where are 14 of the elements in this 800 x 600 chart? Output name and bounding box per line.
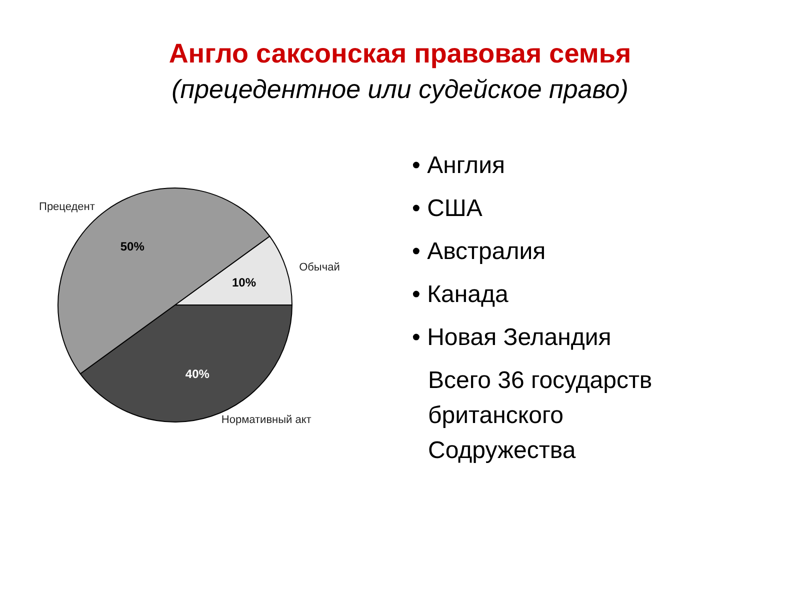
text: • Австралия bbox=[412, 238, 546, 265]
text: Всего 36 государств британского Содружества bbox=[428, 367, 652, 464]
data-label: 10% bbox=[232, 276, 256, 290]
text: • Новая Зеландия bbox=[412, 324, 612, 351]
text: • Англия bbox=[412, 152, 505, 179]
slice-label: Нормативный акт bbox=[221, 414, 312, 426]
data-label: 50% bbox=[120, 239, 145, 254]
data-label: 40% bbox=[185, 366, 210, 381]
text: Англо саксонская правовая семья bbox=[168, 38, 632, 68]
slice-label: Прецедент bbox=[39, 201, 95, 214]
text: • США bbox=[412, 195, 482, 222]
slice-label: Обычай bbox=[299, 262, 340, 274]
text: (прецедентное или судейское право) bbox=[172, 74, 628, 104]
text: • Канада bbox=[412, 281, 510, 308]
